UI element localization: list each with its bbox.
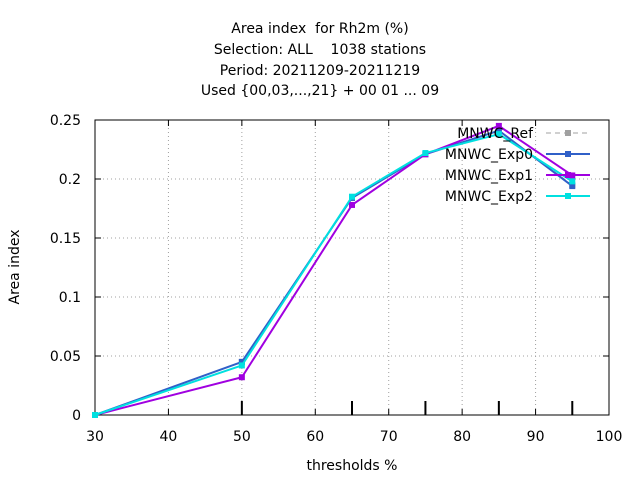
data-point: [495, 127, 502, 134]
series-line: [94, 133, 573, 416]
grid: [95, 120, 609, 415]
title-line-4: Used {00,03,...,21} + 00 01 ... 09: [200, 83, 440, 99]
title-line-3: Period: 20211209-20211219: [219, 63, 421, 79]
x-tick-label: 100: [596, 429, 623, 445]
series-group: [92, 122, 576, 418]
series-MNWC_Exp2: [92, 131, 576, 418]
legend-swatch-marker: [565, 193, 571, 199]
data-point: [569, 178, 576, 185]
x-axis-label: thresholds %: [307, 458, 398, 474]
y-tick-label: 0.1: [59, 290, 81, 306]
x-tick-label: 60: [306, 429, 324, 445]
y-tick-label: 0.2: [59, 172, 81, 188]
data-point: [349, 201, 355, 208]
legend-label: MNWC_Exp2: [445, 189, 533, 205]
data-point: [495, 131, 502, 138]
plot-frame: [94, 119, 610, 416]
data-point: [422, 150, 429, 157]
x-tick-label: 40: [160, 429, 178, 445]
axis-ticks: 30 40 50 60 70 80 90 100 0 0.05 0.1 0.15 0.2 0.25: [50, 113, 623, 445]
y-tick-label: 0: [72, 408, 81, 424]
x-tick-label: 30: [86, 429, 104, 445]
legend-swatch-marker: [565, 130, 571, 136]
y-tick-label: 0.05: [50, 349, 81, 365]
data-point: [569, 183, 576, 190]
y-tick-label: 0.25: [50, 113, 81, 129]
title-line-1: Area index for Rh2m (%): [231, 21, 409, 37]
x-tick-label: 90: [527, 429, 545, 445]
series-line: [94, 124, 573, 416]
x-tick-label: 50: [233, 429, 251, 445]
data-point: [238, 362, 245, 369]
legend-label: MNWC_Ref: [457, 126, 534, 142]
legend-swatch-marker: [565, 172, 571, 178]
title-line-2: Selection: ALL 1038 stations: [213, 42, 427, 58]
series-line: [94, 129, 573, 416]
data-point: [92, 412, 98, 418]
legend-label: MNWC_Exp0: [445, 147, 533, 163]
data-point: [495, 122, 502, 129]
data-point: [349, 193, 355, 200]
data-point: [238, 374, 245, 381]
legend: MNWC_Ref MNWC_Exp0 MNWC_Exp1 MNWC_Exp2: [445, 126, 590, 205]
x-tick-label: 80: [453, 429, 471, 445]
y-tick-label: 0.15: [50, 231, 81, 247]
legend-swatch-marker: [565, 151, 571, 157]
legend-label: MNWC_Exp1: [445, 168, 533, 184]
data-point: [238, 358, 245, 365]
y-axis-label: Area index: [7, 230, 23, 305]
x-tick-label: 70: [380, 429, 398, 445]
